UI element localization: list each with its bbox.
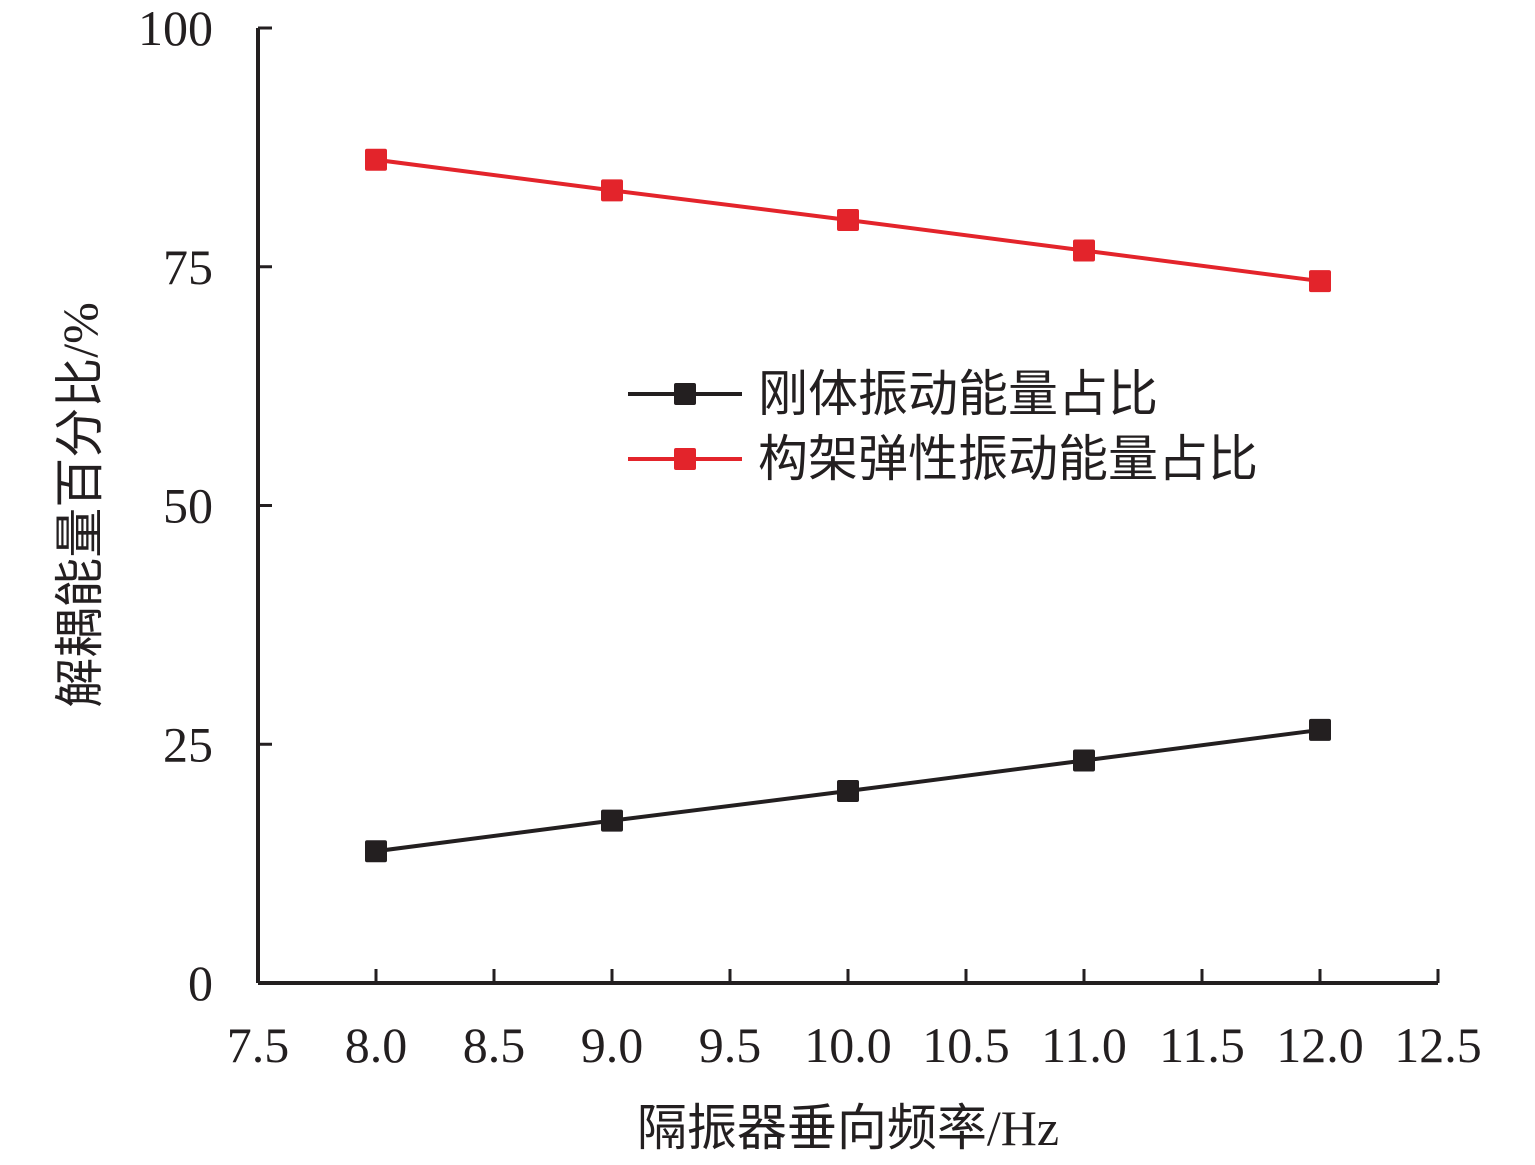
series-0 [365, 718, 1331, 863]
legend-item-0: 刚体振动能量占比 [628, 366, 1158, 422]
y-tick-label: 50 [163, 478, 213, 534]
data-point-marker [837, 780, 859, 803]
y-axis-title: 解耦能量百分比/% [52, 302, 108, 708]
data-point-marker [365, 840, 387, 863]
y-tick-label: 25 [163, 716, 213, 772]
x-tick-label: 12.0 [1276, 1017, 1364, 1073]
legend-label: 刚体振动能量占比 [758, 366, 1158, 422]
data-point-marker [601, 179, 623, 202]
x-tick-label: 11.5 [1159, 1017, 1245, 1073]
y-tick-label: 75 [163, 239, 213, 295]
x-tick-label: 10.5 [922, 1017, 1010, 1073]
series-layer [365, 148, 1331, 863]
ticks: 7.5 8.0 8.5 9.0 9.5 10.0 10.5 11.0 11.5 12.0 12.5 0… [138, 0, 1482, 1073]
series-1 [365, 148, 1331, 293]
x-tick-label: 8.0 [345, 1017, 408, 1073]
legend-item-1: 构架弹性振动能量占比 [628, 431, 1258, 487]
data-point-marker [1309, 270, 1331, 293]
y-tick-label: 100 [138, 0, 213, 56]
axes [256, 28, 1438, 985]
x-tick-label: 8.5 [463, 1017, 526, 1073]
x-tick-label: 11.0 [1041, 1017, 1127, 1073]
data-point-marker [1309, 718, 1331, 741]
legend-swatch-marker [674, 448, 696, 470]
legend-swatch-marker [674, 383, 696, 405]
data-point-marker [601, 809, 623, 832]
x-tick-label: 7.5 [227, 1017, 290, 1073]
x-tick-label: 9.5 [699, 1017, 762, 1073]
data-point-marker [1073, 239, 1095, 262]
data-point-marker [1073, 749, 1095, 772]
data-point-marker [365, 148, 387, 171]
x-tick-label: 9.0 [581, 1017, 644, 1073]
data-point-marker [837, 208, 859, 231]
y-tick-label: 0 [188, 955, 213, 1011]
x-axis-title: 隔振器垂向频率/Hz [637, 1100, 1059, 1156]
x-tick-label: 12.5 [1394, 1017, 1482, 1073]
x-tick-label: 10.0 [804, 1017, 892, 1073]
legend-label: 构架弹性振动能量占比 [758, 431, 1258, 487]
